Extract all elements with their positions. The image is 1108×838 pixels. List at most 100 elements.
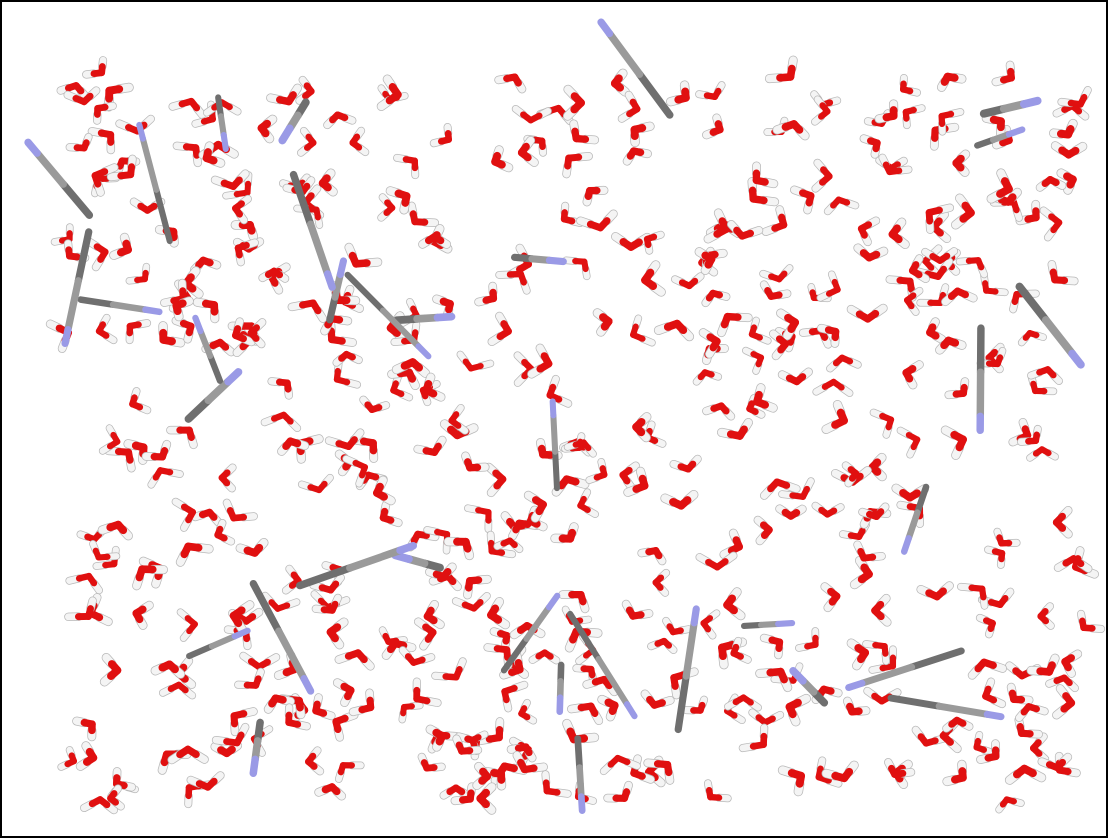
oxygen-bond [752,334,760,337]
oxygen-bond [803,489,807,497]
nitrogen-end [438,317,452,318]
rod-molecule [397,317,452,321]
carbon-rod [553,415,555,451]
oxygen-bond [531,116,540,121]
oxygen-bond [875,611,881,617]
oxygen-bond [943,736,950,743]
nitrogen-end [553,401,554,415]
oxygen-bond [753,354,761,358]
oxygen-bond [99,557,108,558]
rod-molecule [515,257,564,261]
oxygen-bond [136,613,139,619]
oxygen-bond [873,467,878,472]
oxygen-bond [822,105,827,111]
oxygen-bond [705,255,711,259]
oxygen-bond [341,765,343,772]
carbon-rod [580,768,582,797]
oxygen-bond [717,561,725,567]
oxygen-bond [595,679,604,682]
oxygen-bond [535,140,542,141]
oxygen-bond [417,699,427,701]
oxygen-bond [715,91,718,97]
oxygen-bond [308,762,314,767]
oxygen-bond [184,507,193,512]
oxygen-bond [890,171,899,172]
oxygen-bond [584,669,591,670]
oxygen-bond [289,95,293,102]
oxygen-bond [615,83,620,87]
oxygen-bond [1057,762,1062,767]
oxygen-bond [483,772,487,777]
oxygen-bond [331,632,336,638]
oxygen-bond [645,280,653,286]
oxygen-bond [495,162,502,165]
oxygen-bond [344,686,351,690]
oxygen-bond [370,700,371,707]
oxygen-bond [930,332,936,335]
oxygen-bond [1039,369,1047,372]
oxygen-bond [1066,696,1072,703]
oxygen-bond [470,793,471,799]
oxygen-bond [736,540,739,547]
oxygen-bond [882,416,891,420]
oxygen-bond [180,749,188,754]
oxygen-bond [1000,598,1005,605]
oxygen-bond [183,323,191,326]
oxygen-bond [603,468,605,474]
oxygen-bond [325,787,332,790]
oxygen-bond [828,330,835,332]
oxygen-bond [912,271,919,275]
oxygen-bond [426,390,433,393]
oxygen-bond [156,470,161,477]
oxygen-bond [68,86,76,88]
oxygen-bond [474,602,480,608]
oxygen-bond [831,591,837,596]
oxygen-bond [522,153,528,158]
oxygen-bond [895,773,903,774]
oxygen-bond [248,184,249,193]
oxygen-bond [934,227,941,233]
oxygen-bond [986,621,992,624]
oxygen-bond [1084,628,1093,629]
oxygen-bond [718,124,720,130]
oxygen-bond [797,377,803,382]
oxygen-bond [238,248,239,255]
oxygen-bond [1015,294,1017,302]
nitrogen-end [549,260,563,261]
oxygen-bond [576,139,585,140]
oxygen-bond [415,222,425,223]
oxygen-bond [289,723,298,725]
oxygen-bond [858,648,865,653]
nitrogen-end [694,609,696,623]
oxygen-bond [332,115,337,120]
oxygen-bond [649,551,656,552]
oxygen-bond [803,193,811,196]
oxygen-bond [302,303,313,305]
oxygen-bond [907,300,911,306]
oxygen-bond [234,517,244,518]
oxygen-bond [236,336,244,339]
oxygen-bond [709,293,713,298]
oxygen-bond [940,256,947,261]
oxygen-bond [700,705,702,710]
oxygen-bond [742,233,750,236]
oxygen-bond [568,158,569,166]
oxygen-bond [658,764,668,765]
nitrogen-end [224,135,226,149]
oxygen-bond [864,567,869,574]
oxygen-bond [998,357,1000,364]
oxygen-bond [272,698,276,703]
oxygen-bond [770,672,780,673]
oxygen-bond [575,96,581,103]
oxygen-bond [1068,129,1070,134]
oxygen-bond [88,609,90,617]
oxygen-bond [771,295,779,296]
oxygen-bond [403,707,404,713]
oxygen-bond [835,282,838,290]
oxygen-bond [182,101,191,104]
oxygen-bond [972,588,983,589]
oxygen-bond [332,340,342,341]
oxygen-bond [521,626,527,631]
oxygen-bond [771,482,777,489]
oxygen-bond [131,167,132,175]
